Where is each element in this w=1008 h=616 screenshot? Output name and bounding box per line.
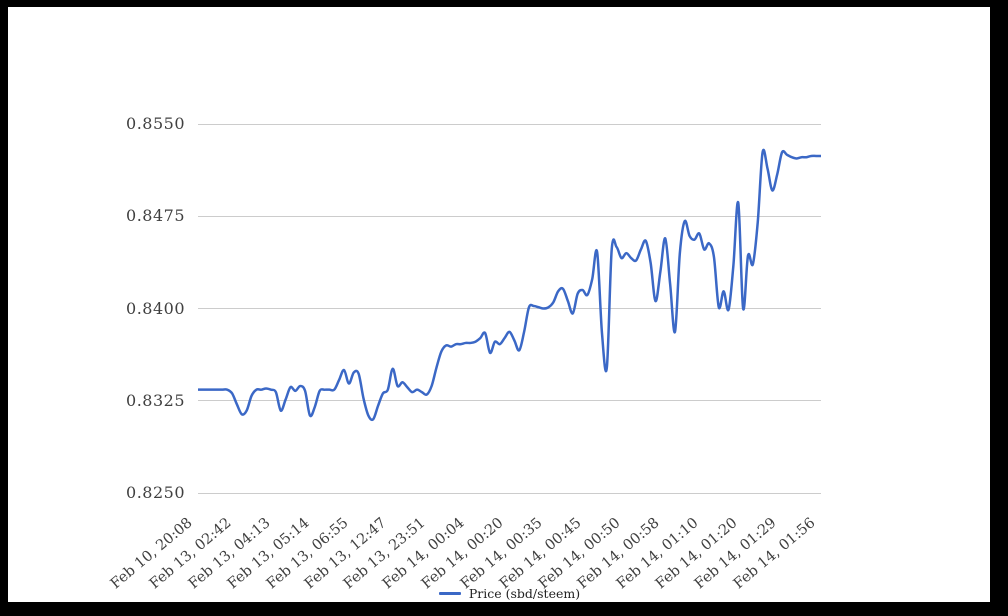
price-line-chart[interactable] [198,124,821,493]
gridline [198,400,821,402]
y-tick-label: 0.8325 [126,390,185,410]
chart-panel: 0.8550 0.8475 0.8400 0.8325 0.8250 Feb 10, 2… [8,7,990,602]
legend: Price (sbd/steem) [198,584,821,602]
y-tick-label: 0.8250 [126,483,185,502]
y-tick-label: 0.8475 [126,206,185,226]
y-tick-label: 0.8550 [126,114,185,133]
legend-line-marker [438,591,461,595]
price-series-line[interactable] [198,148,821,422]
y-tick-label: 0.8400 [126,298,185,318]
gridline [198,215,821,217]
legend-label: Price (sbd/steem) [468,585,581,601]
gridline [198,123,821,125]
gridline [198,492,821,494]
gridline [198,308,821,309]
